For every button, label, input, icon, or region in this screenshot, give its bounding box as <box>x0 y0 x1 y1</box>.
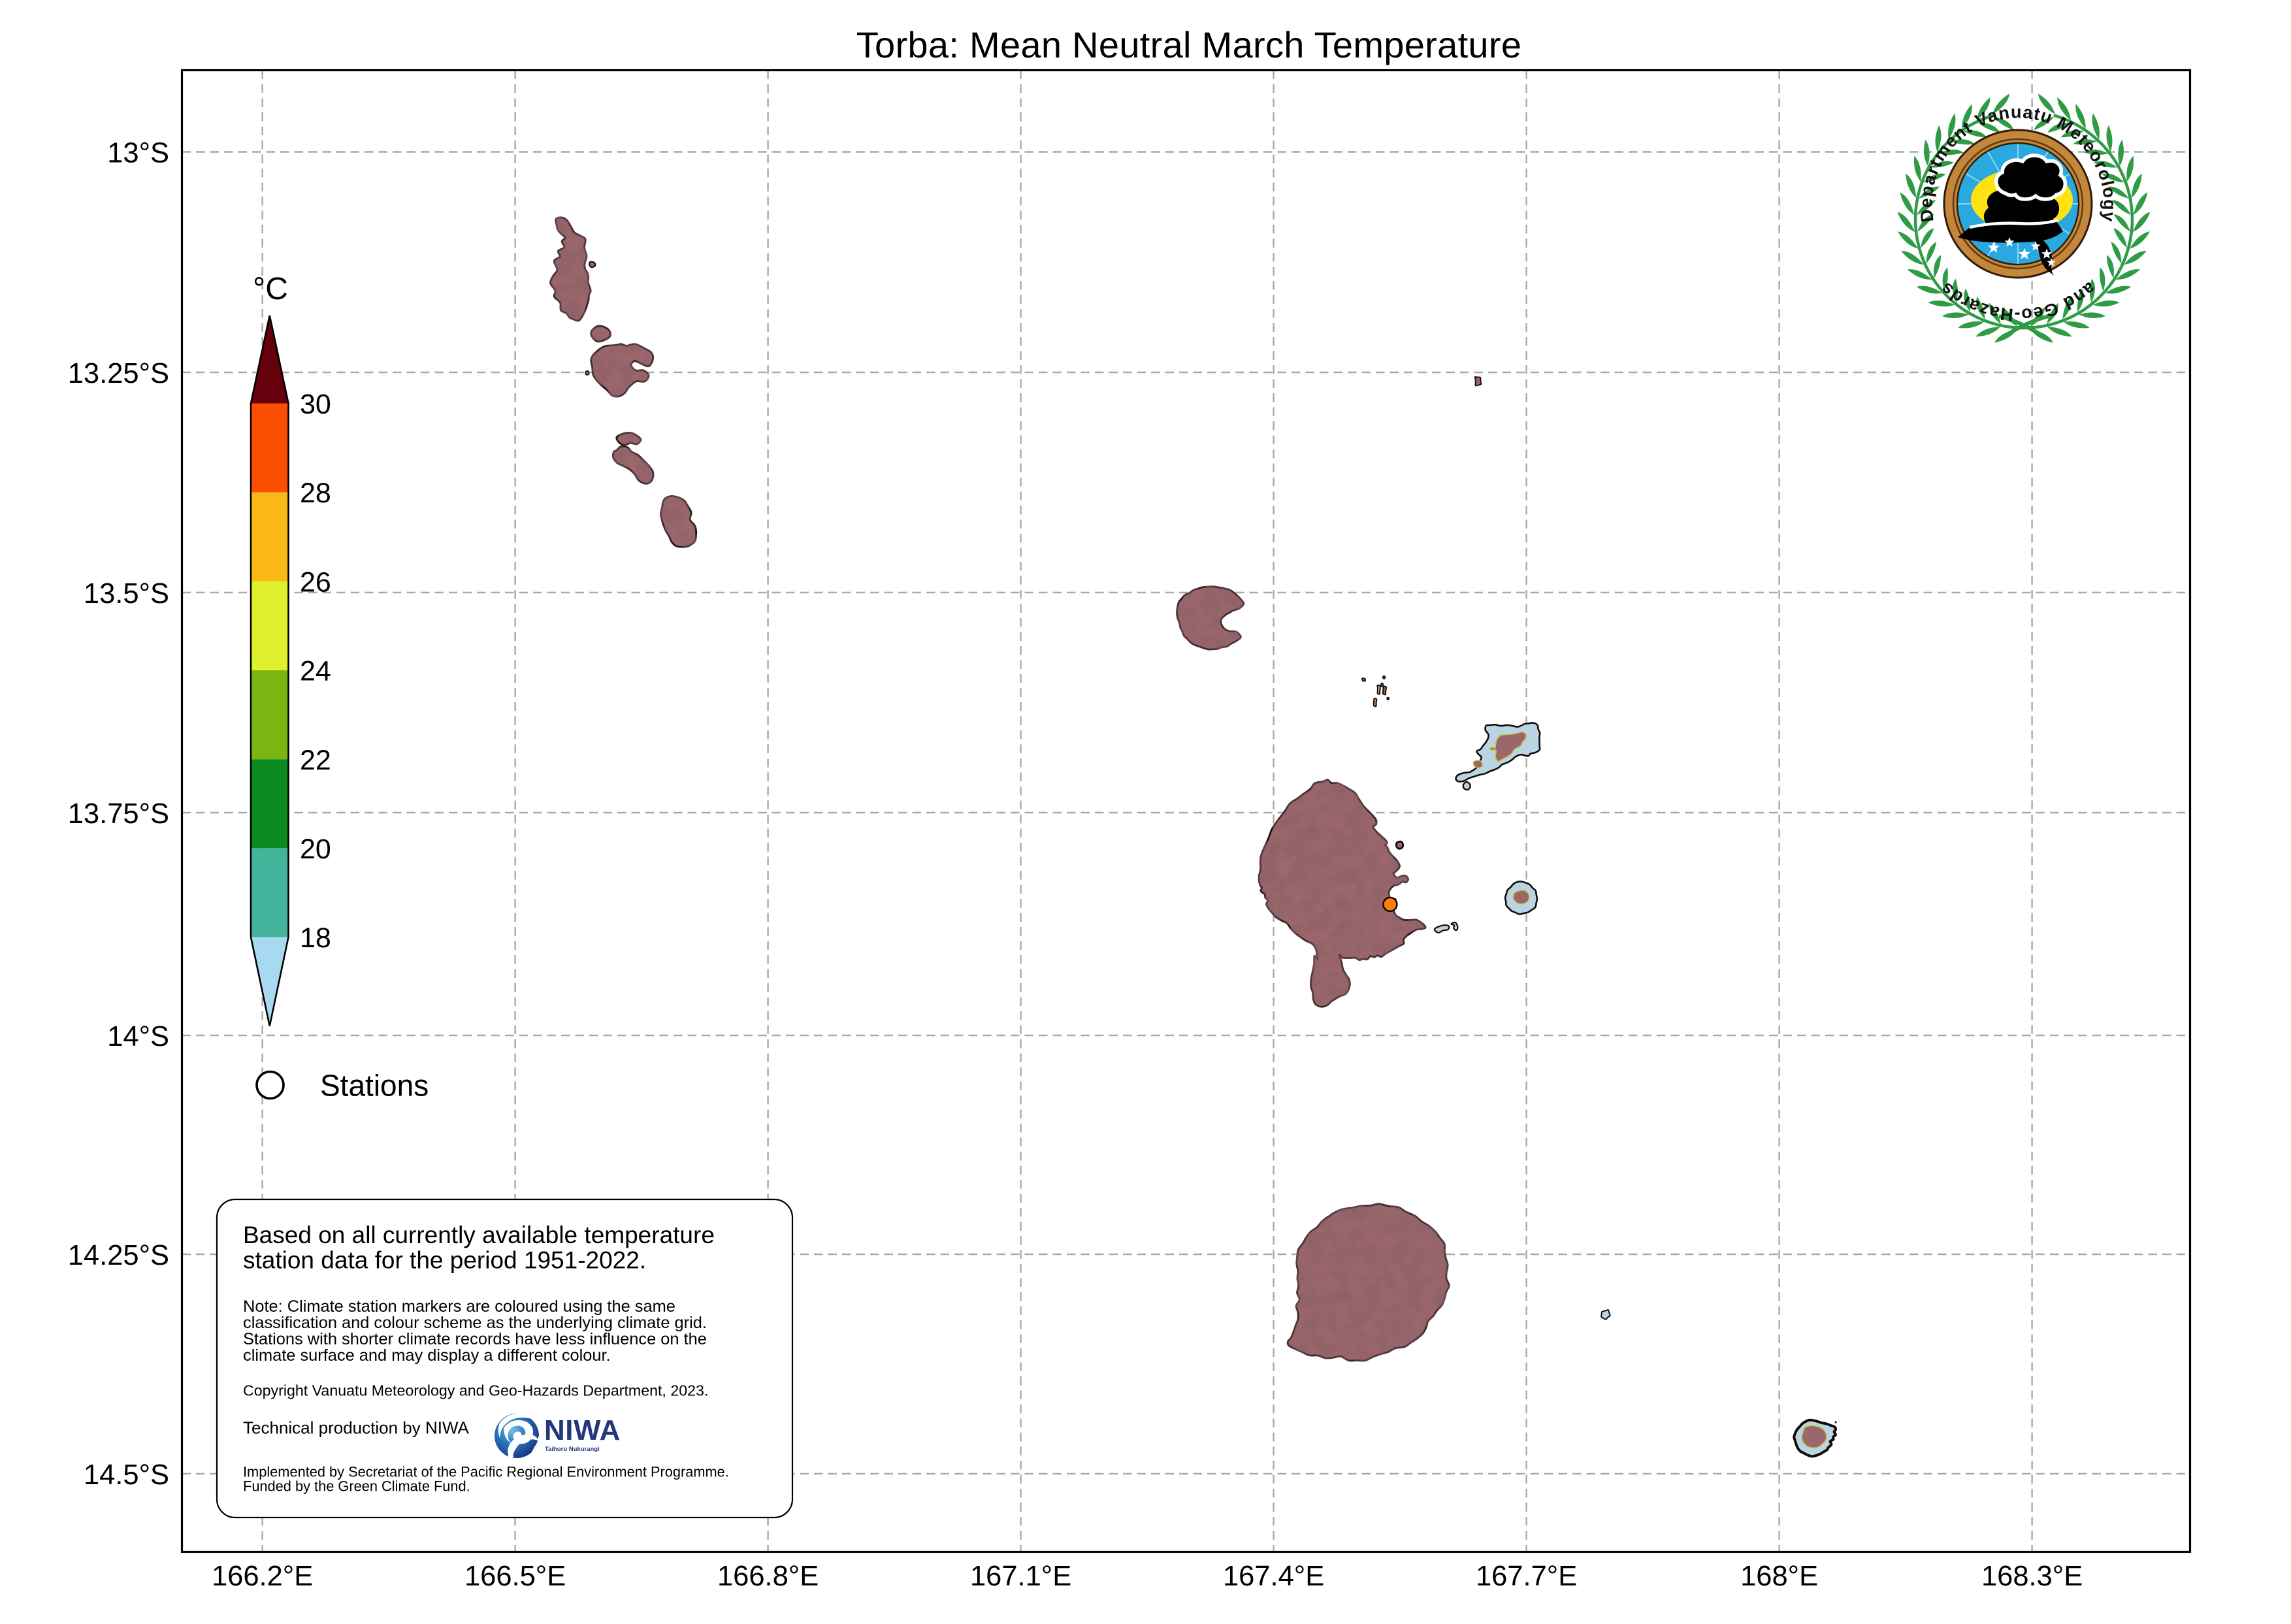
svg-text:°C: °C <box>253 272 288 306</box>
svg-text:Torba: Mean Neutral March Temp: Torba: Mean Neutral March Temperature <box>856 24 1522 65</box>
svg-text:26: 26 <box>300 566 331 598</box>
svg-text:20: 20 <box>300 834 331 865</box>
svg-text:13°S: 13°S <box>107 138 169 169</box>
svg-text:13.25°S: 13.25°S <box>68 358 169 389</box>
svg-text:166.5°E: 166.5°E <box>464 1561 566 1592</box>
svg-text:28: 28 <box>300 478 331 509</box>
svg-text:Copyright Vanuatu Meteorology: Copyright Vanuatu Meteorology and Geo-Ha… <box>243 1382 708 1399</box>
svg-text:Stations: Stations <box>320 1068 429 1102</box>
svg-text:Note: Climate station markers: Note: Climate station markers are colour… <box>243 1297 675 1316</box>
svg-text:167.1°E: 167.1°E <box>970 1561 1071 1592</box>
svg-text:Stations with shorter climate: Stations with shorter climate records ha… <box>243 1330 707 1348</box>
svg-text:Technical production by NIWA: Technical production by NIWA <box>243 1418 470 1438</box>
svg-text:Implemented by Secretariat of: Implemented by Secretariat of the Pacifi… <box>243 1464 729 1480</box>
svg-text:167.7°E: 167.7°E <box>1476 1561 1577 1592</box>
svg-text:168.3°E: 168.3°E <box>1981 1561 2083 1592</box>
svg-text:classification and colour sche: classification and colour scheme as the … <box>243 1314 707 1332</box>
svg-text:13.5°S: 13.5°S <box>84 578 169 609</box>
svg-text:14°S: 14°S <box>107 1021 169 1052</box>
svg-text:Taihoro Nukurangi: Taihoro Nukurangi <box>545 1446 600 1453</box>
svg-text:climate surface and may displa: climate surface and may display a differ… <box>243 1346 611 1365</box>
svg-text:22: 22 <box>300 745 331 776</box>
svg-text:Funded by the Green Climate Fu: Funded by the Green Climate Fund. <box>243 1478 470 1495</box>
svg-text:18: 18 <box>300 922 331 954</box>
svg-text:NIWA: NIWA <box>544 1414 621 1446</box>
svg-text:14.5°S: 14.5°S <box>84 1459 169 1491</box>
svg-text:167.4°E: 167.4°E <box>1223 1561 1324 1592</box>
svg-text:Based on all currently availab: Based on all currently available tempera… <box>243 1222 715 1248</box>
svg-text:166.8°E: 166.8°E <box>717 1561 819 1592</box>
svg-text:station data for the period 19: station data for the period 1951-2022. <box>243 1247 646 1274</box>
svg-text:168°E: 168°E <box>1740 1561 1818 1592</box>
svg-text:30: 30 <box>300 389 331 420</box>
svg-text:166.2°E: 166.2°E <box>212 1561 313 1592</box>
svg-text:14.25°S: 14.25°S <box>68 1240 169 1271</box>
svg-text:24: 24 <box>300 656 331 687</box>
svg-text:13.75°S: 13.75°S <box>68 798 169 830</box>
